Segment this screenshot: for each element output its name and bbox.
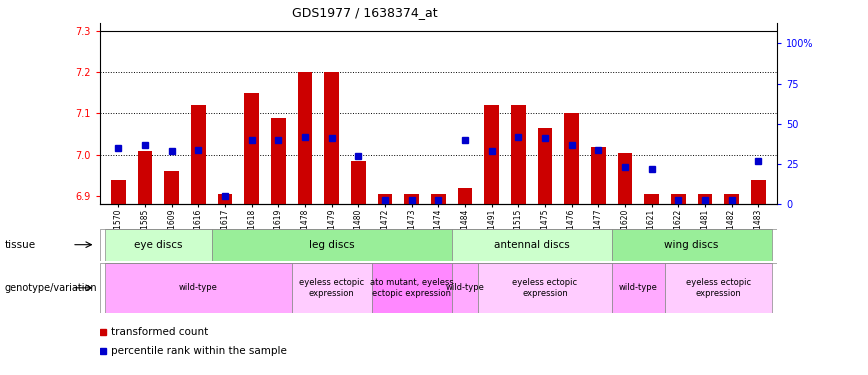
Bar [138,151,153,204]
Text: eyeless ectopic
expression: eyeless ectopic expression [686,278,751,297]
Text: eye discs: eye discs [135,240,182,250]
Bar [537,128,552,204]
Text: eyeless ectopic
expression: eyeless ectopic expression [299,278,365,297]
Bar [591,147,606,204]
Bar [378,194,392,204]
Bar [451,229,612,261]
Bar [111,180,126,204]
Bar [612,262,665,313]
Bar [457,188,472,204]
Bar [212,229,451,261]
Text: wild-type: wild-type [179,284,218,292]
Bar [751,180,766,204]
Text: GDS1977 / 1638374_at: GDS1977 / 1638374_at [292,6,437,19]
Text: eyeless ectopic
expression: eyeless ectopic expression [512,278,577,297]
Bar [372,262,451,313]
Bar [484,105,499,204]
Text: antennal discs: antennal discs [494,240,569,250]
Bar [671,194,686,204]
Bar [451,262,478,313]
Text: genotype/variation: genotype/variation [4,283,97,293]
Bar [478,262,612,313]
Text: leg discs: leg discs [309,240,354,250]
Bar [618,153,632,204]
Bar [431,194,445,204]
Bar [105,262,292,313]
Bar [292,262,372,313]
Bar [191,105,206,204]
Bar [511,105,526,204]
Bar [271,118,286,204]
Text: wing discs: wing discs [664,240,719,250]
Bar [564,114,579,204]
Text: transformed count: transformed count [111,327,208,337]
Bar [644,194,659,204]
Bar [218,194,233,204]
Bar [351,161,365,204]
Bar [164,171,179,204]
Bar [298,72,312,204]
Bar [724,194,739,204]
Text: percentile rank within the sample: percentile rank within the sample [111,346,286,355]
Bar [325,72,339,204]
Bar [404,194,419,204]
Bar [612,229,772,261]
Text: wild-type: wild-type [619,284,658,292]
Text: wild-type: wild-type [445,284,484,292]
Text: tissue: tissue [4,240,36,250]
Bar [665,262,772,313]
Bar [245,93,259,204]
Text: ato mutant, eyeless
ectopic expression: ato mutant, eyeless ectopic expression [370,278,454,297]
Bar [105,229,212,261]
Bar [698,194,713,204]
